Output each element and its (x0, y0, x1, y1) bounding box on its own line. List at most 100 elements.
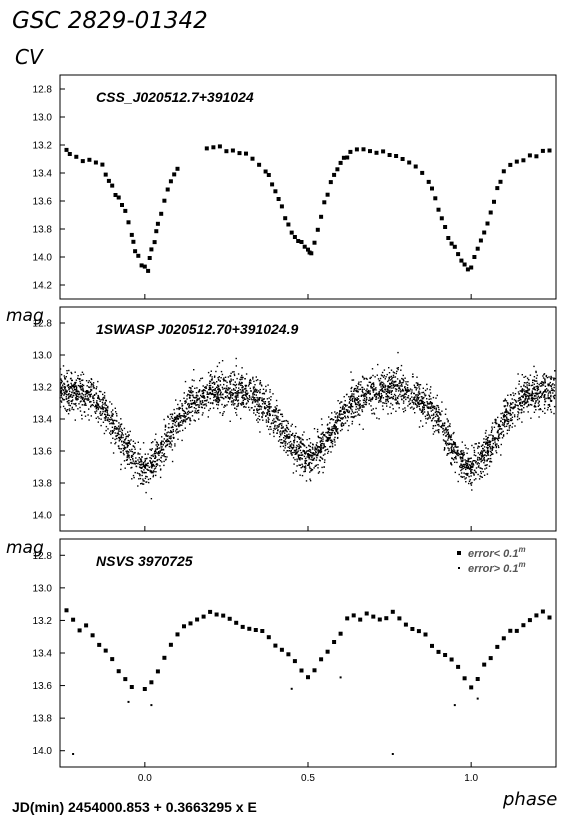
data-point (446, 236, 451, 240)
data-point (139, 473, 141, 476)
data-point (121, 431, 123, 434)
data-point (464, 459, 466, 461)
data-point (446, 453, 449, 455)
data-point (211, 378, 213, 380)
data-point (404, 377, 406, 379)
data-point (300, 467, 302, 469)
data-point (257, 379, 259, 381)
data-point (317, 450, 319, 452)
data-point (371, 368, 374, 370)
data-point (280, 439, 283, 441)
data-point (63, 383, 66, 385)
data-point (87, 399, 89, 401)
data-point (361, 410, 364, 413)
data-point (475, 454, 477, 457)
data-point (523, 376, 525, 378)
data-point (304, 457, 307, 460)
data-point (376, 374, 378, 376)
data-point (130, 467, 132, 469)
data-point (176, 408, 178, 410)
data-point (189, 411, 191, 414)
data-point (394, 376, 397, 378)
data-point (301, 463, 303, 465)
data-point (430, 386, 432, 388)
data-point (74, 371, 76, 373)
data-point (176, 418, 179, 420)
data-point (546, 397, 548, 400)
data-point (359, 405, 361, 407)
data-point (352, 405, 354, 408)
data-point (313, 467, 315, 469)
data-point (326, 440, 328, 442)
data-point (508, 162, 513, 167)
data-point (470, 469, 472, 471)
data-point (134, 442, 136, 444)
data-point (361, 405, 363, 407)
data-point (356, 390, 358, 393)
data-point (170, 416, 173, 418)
data-point (79, 401, 82, 403)
data-point (201, 400, 204, 402)
data-point (497, 423, 500, 426)
data-point (395, 372, 397, 375)
data-point (104, 402, 106, 404)
data-point (344, 411, 346, 413)
data-point (523, 385, 525, 387)
data-point (354, 147, 359, 152)
data-point (315, 464, 317, 466)
y-tick-label: 13.0 (33, 351, 53, 362)
data-point (208, 409, 210, 412)
data-point (261, 416, 263, 418)
data-point (449, 435, 452, 438)
data-point (348, 410, 351, 412)
data-point (169, 431, 171, 434)
data-point (230, 391, 232, 394)
data-point (462, 465, 464, 467)
data-point (208, 388, 210, 391)
data-point (386, 395, 389, 397)
data-point (162, 440, 164, 442)
data-point (128, 457, 130, 459)
data-point (519, 390, 521, 392)
data-point (525, 397, 527, 399)
data-point (139, 477, 142, 480)
data-point (494, 443, 497, 445)
data-point (465, 466, 467, 468)
data-point (240, 382, 242, 385)
data-point (82, 373, 85, 375)
data-point (297, 445, 299, 448)
data-point (468, 464, 470, 466)
data-point (277, 411, 279, 414)
data-point (450, 442, 452, 445)
data-point (456, 454, 459, 456)
data-point (66, 370, 68, 372)
data-point (328, 180, 333, 185)
data-point (300, 452, 303, 454)
data-point (265, 421, 268, 423)
data-point (277, 418, 279, 420)
data-point (453, 431, 455, 434)
data-point (398, 385, 400, 387)
data-point (198, 411, 200, 414)
data-point (371, 614, 376, 619)
data-point (407, 389, 409, 391)
data-point (285, 419, 287, 422)
data-point (209, 392, 212, 395)
data-point (532, 379, 534, 381)
data-point (443, 422, 446, 425)
data-point (313, 453, 315, 455)
data-point (173, 437, 175, 439)
data-point (553, 378, 555, 380)
data-point (220, 396, 222, 398)
data-point (437, 423, 440, 426)
data-point (174, 445, 176, 447)
data-point (544, 378, 546, 380)
data-point (480, 461, 482, 463)
data-point (368, 149, 372, 154)
data-point (472, 460, 474, 462)
data-point (491, 430, 493, 432)
data-point (213, 381, 215, 384)
data-point (65, 409, 67, 411)
data-point (315, 451, 317, 453)
data-point (412, 403, 415, 405)
